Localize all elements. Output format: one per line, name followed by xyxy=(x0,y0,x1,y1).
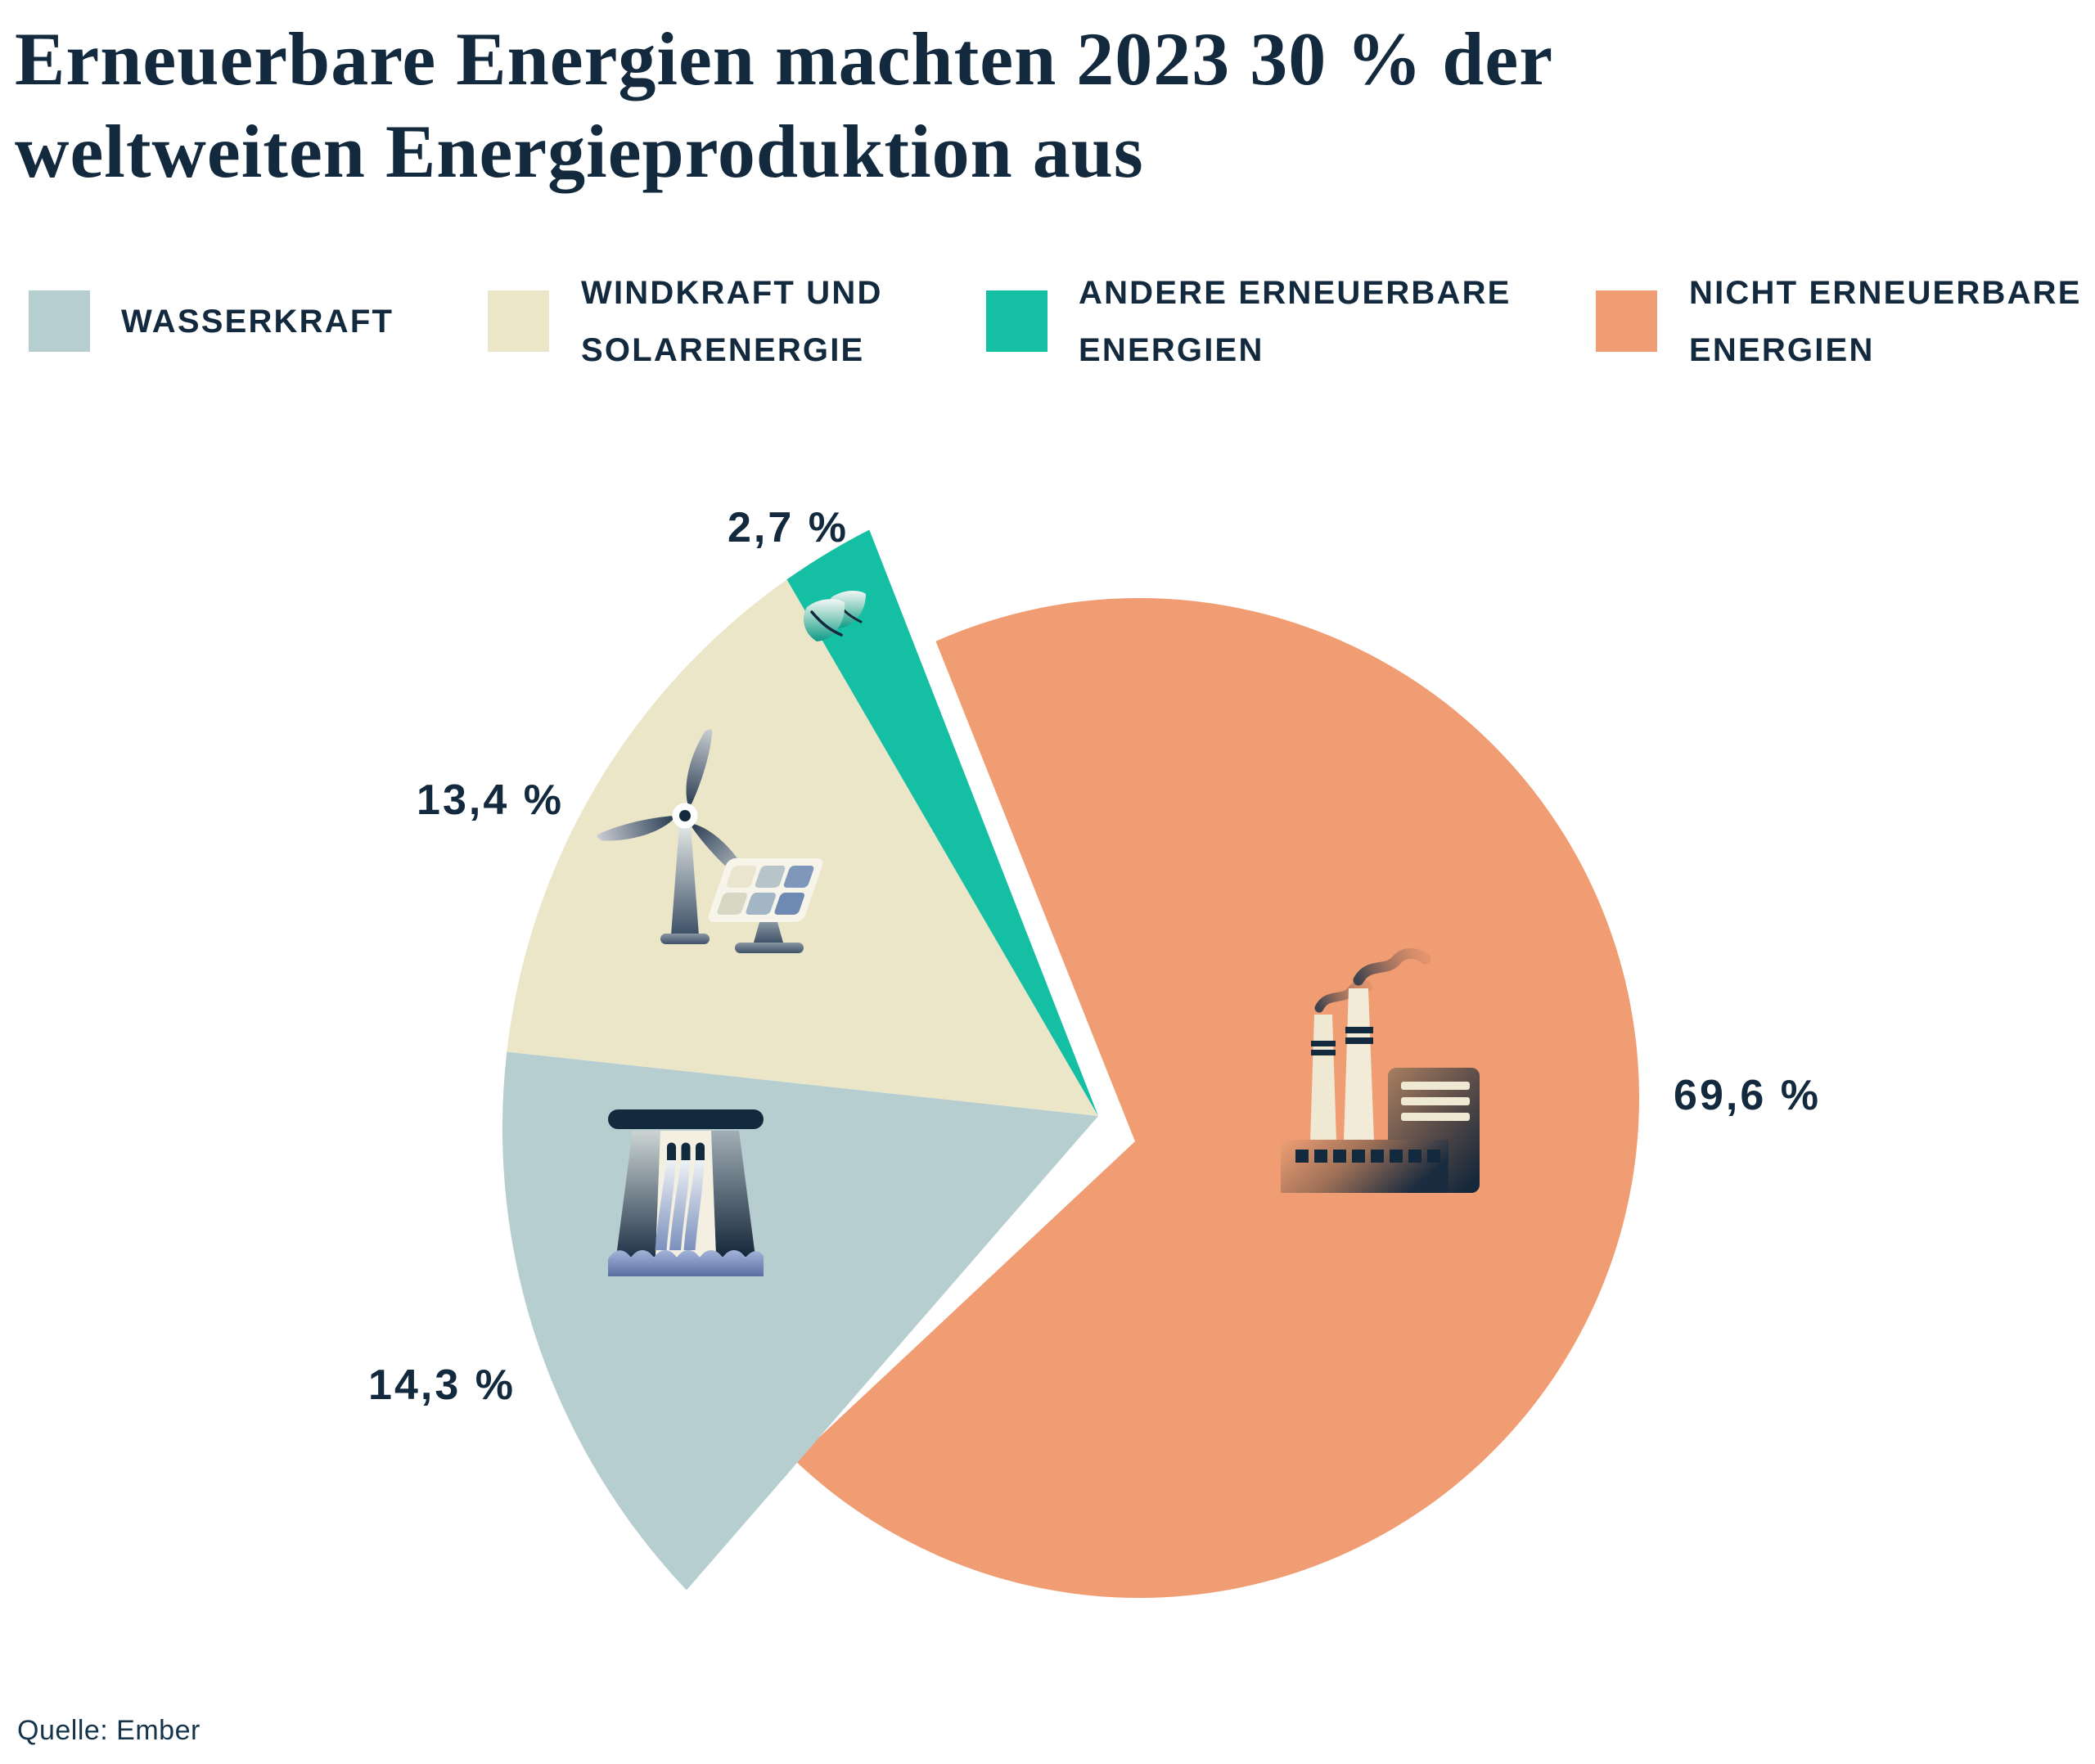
pie-slices xyxy=(502,529,1639,1598)
pie-slice-nicht-erneuerbare-energien xyxy=(795,597,1639,1598)
legend-label-line: NICHT ERNEUERBARE xyxy=(1689,275,2082,311)
leaf-icon xyxy=(804,591,866,641)
legend-label-line: ENERGIEN xyxy=(1689,332,1875,368)
slice-label-nicht-erneuerbare: 69,6 % xyxy=(1674,1072,1821,1119)
page-title-line1: Erneuerbare Energien machten 2023 30 % d… xyxy=(15,17,1554,101)
legend-label-line: SOLARENERGIE xyxy=(581,332,865,368)
legend-label-line: ENERGIEN xyxy=(1079,332,1264,368)
legend-swatch-nicht-erneuerbare xyxy=(1596,290,1657,352)
dam-icon xyxy=(608,1109,764,1276)
legend-swatch-wasserkraft xyxy=(29,290,90,352)
legend-swatch-andere-erneuerbare xyxy=(986,290,1048,352)
page-title-line2: weltweiten Energieproduktion aus xyxy=(15,110,1144,193)
page-title: Erneuerbare Energien machten 2023 30 % d… xyxy=(15,13,2085,198)
pie-slice-windkraft-und-solarenergie xyxy=(507,579,1098,1116)
legend-label-line: ANDERE ERNEUERBARE xyxy=(1079,275,1512,311)
legend-label-wasserkraft: WASSERKRAFT xyxy=(121,289,394,354)
factory-windows xyxy=(1295,1150,1440,1163)
legend-label-line: WASSERKRAFT xyxy=(121,304,394,340)
legend-label-nicht-erneuerbare: NICHT ERNEUERBARE ENERGIEN xyxy=(1689,275,2082,368)
slice-label-windkraft-solar: 13,4 % xyxy=(417,776,564,824)
source-note: Quelle: Ember xyxy=(17,1715,200,1746)
slice-label-wasserkraft: 14,3 % xyxy=(368,1361,516,1409)
factory-icon xyxy=(1281,948,1480,1193)
legend-label-line: WINDKRAFT UND xyxy=(581,275,883,311)
legend-swatch-windkraft-solar xyxy=(488,290,549,352)
slice-label-andere-erneuerbare: 2,7 % xyxy=(728,504,849,551)
pie-slice-andere-erneuerbare-energien xyxy=(786,529,1098,1116)
solar-panel xyxy=(708,858,823,953)
wind-turbine-solar-panel-icon xyxy=(597,729,823,953)
legend-label-andere-erneuerbare: ANDERE ERNEUERBARE ENERGIEN xyxy=(1079,275,1512,368)
legend-label-windkraft-solar: WINDKRAFT UND SOLARENERGIE xyxy=(581,275,883,368)
